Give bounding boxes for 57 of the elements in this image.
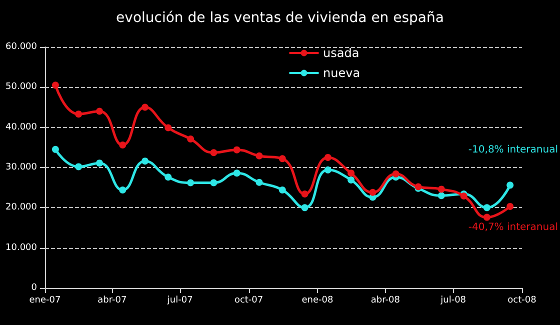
x-tick-label: jul-07 (166, 296, 193, 306)
point (233, 146, 240, 154)
y-tick-label: 50.000 (6, 82, 38, 92)
point (75, 110, 82, 118)
annotation: -40,7% interanual (468, 222, 558, 233)
x-tick-label: oct-08 (508, 296, 537, 306)
y-tick-label: 30.000 (6, 162, 38, 172)
point (256, 152, 263, 160)
legend-label: usada (323, 46, 360, 60)
point (96, 108, 103, 115)
point (210, 149, 218, 156)
x-tick-label: jul-08 (440, 296, 466, 306)
point (256, 178, 263, 186)
point (142, 158, 149, 165)
point (301, 204, 308, 212)
x-tick-label: ene-07 (29, 296, 61, 306)
point (348, 170, 355, 177)
y-tick-label: 60.000 (6, 42, 38, 52)
x-tick-label: ene-08 (302, 296, 334, 306)
point (233, 170, 240, 177)
point (392, 170, 400, 178)
y-tick-label: 10.000 (6, 242, 38, 253)
point (324, 166, 332, 174)
point (52, 146, 59, 153)
x-tick-label: abr-07 (98, 296, 127, 306)
x-tick-label: abr-08 (370, 296, 400, 306)
point (164, 174, 172, 181)
point (210, 179, 218, 186)
point (142, 104, 149, 111)
chart-title: evolución de las ventas de vivienda en españa (116, 10, 444, 26)
point (460, 192, 468, 200)
point (187, 179, 194, 186)
point (278, 186, 286, 194)
point (483, 204, 490, 212)
point (348, 176, 355, 184)
y-tick-label: 0 (31, 283, 38, 293)
point (483, 214, 490, 221)
point (369, 188, 376, 196)
x-tick-label: oct-07 (234, 296, 264, 306)
point (187, 135, 194, 142)
point (506, 202, 514, 210)
point (278, 155, 286, 162)
point (164, 124, 172, 132)
y-tick-label: 40.000 (6, 122, 38, 132)
point (96, 160, 103, 167)
point (506, 182, 514, 189)
y-tick-label: 20.000 (6, 202, 38, 213)
annotation: -10,8% interanual (468, 144, 558, 156)
point (438, 186, 445, 193)
point (301, 190, 308, 198)
point (119, 186, 126, 194)
legend-label: nueva (323, 66, 360, 80)
point (438, 192, 445, 200)
point (324, 154, 332, 161)
point (75, 163, 82, 170)
point (119, 142, 126, 149)
point (52, 82, 59, 89)
